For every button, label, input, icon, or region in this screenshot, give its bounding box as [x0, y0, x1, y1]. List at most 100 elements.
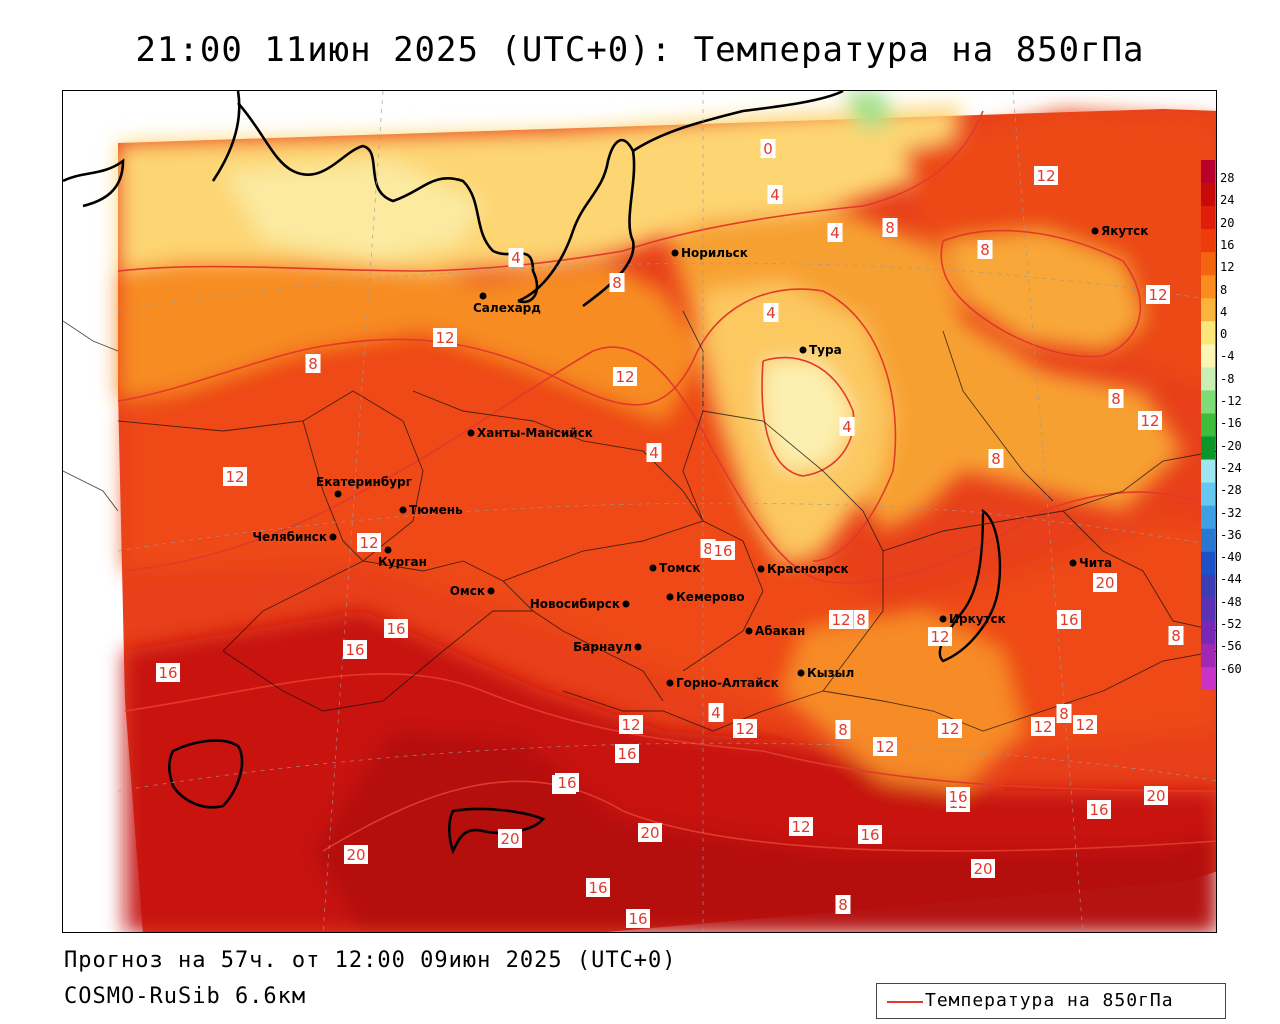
isotherm-label: 12 — [829, 610, 853, 629]
color-scale-segment — [1201, 666, 1215, 690]
isotherm-label-text: 12 — [225, 468, 244, 486]
color-scale-tick-label: -8 — [1220, 371, 1235, 386]
isotherm-label-bg — [733, 719, 757, 738]
isotherm-label-text: 20 — [973, 860, 992, 878]
isotherm-label: 8 — [835, 720, 851, 739]
isotherm-label: 16 — [1087, 800, 1111, 819]
isotherm-label-bg — [1168, 626, 1184, 645]
color-scale-tick-label: 12 — [1220, 260, 1235, 275]
isotherm-label-text: 12 — [930, 628, 949, 646]
isotherm-label-text: 12 — [940, 720, 959, 738]
isotherm-label-text: 12 — [831, 611, 850, 629]
city-marker — [666, 593, 674, 601]
isotherm-label-bg — [1093, 573, 1117, 592]
city-label: Кемерово — [676, 590, 745, 604]
city-label: Тюмень — [409, 503, 463, 517]
border — [117, 390, 424, 652]
isotherm-label-bg — [1056, 704, 1072, 723]
isotherm-label-text: 8 — [838, 721, 848, 739]
isotherm-label-bg — [988, 449, 1004, 468]
border — [502, 520, 764, 672]
isotherm-label-text: 8 — [308, 355, 318, 373]
isotherm-label: 20 — [638, 823, 662, 842]
isotherm-label: 20 — [971, 859, 995, 878]
city-marker — [622, 600, 630, 608]
isotherm-label-bg — [1031, 717, 1055, 736]
city-marker — [649, 564, 657, 572]
balkhash-lake — [447, 807, 546, 855]
city-marker — [399, 506, 407, 514]
isotherm-label-text: 20 — [1146, 787, 1165, 805]
isotherm-label-text: 12 — [1075, 716, 1094, 734]
lat-line — [117, 502, 1216, 552]
isotherm-label: 12 — [357, 533, 381, 552]
isotherm-label-bg — [829, 610, 853, 629]
color-scale-tick-label: -48 — [1220, 594, 1242, 609]
isotherm-label-text: 8 — [856, 611, 866, 629]
isotherm-label: 8 — [835, 895, 851, 914]
isotherm-label: 16 — [626, 909, 650, 928]
isotherm-label: 16 — [343, 640, 367, 659]
isotherm-label-bg — [853, 610, 869, 629]
color-scale-segment — [1201, 482, 1215, 507]
isotherm-label-text: 4 — [766, 304, 776, 322]
isotherm-label-bg — [789, 817, 813, 836]
isotherm-line — [940, 229, 1142, 358]
isotherm-label: 16 — [555, 773, 579, 792]
border — [63, 320, 119, 352]
color-scale-tick-label: 8 — [1220, 282, 1228, 297]
isotherm-label-bg — [609, 273, 625, 292]
isotherm-label-bg — [1138, 411, 1162, 430]
isotherm-label-text: 16 — [345, 641, 364, 659]
isotherm-label: 20 — [1093, 573, 1117, 592]
isotherm-label-bg — [586, 878, 610, 897]
isotherm-label-bg — [1087, 800, 1111, 819]
isotherm-label-text: 4 — [649, 444, 659, 462]
city-label: Норильск — [681, 246, 748, 260]
isotherm-label-text: 16 — [617, 745, 636, 763]
color-scale-segment — [1201, 597, 1215, 622]
isotherm-label-bg — [835, 895, 851, 914]
city-marker — [745, 627, 753, 635]
city-marker — [939, 615, 947, 623]
isotherm-label-bg — [555, 773, 579, 792]
isotherm-label-bg — [708, 703, 724, 722]
isotherm-label-bg — [977, 240, 993, 259]
color-scale-tick-label: -16 — [1220, 416, 1242, 431]
color-scale-tick-label: 0 — [1220, 327, 1228, 342]
color-scale-segment — [1201, 620, 1215, 645]
graticule — [117, 91, 1216, 932]
isotherm-label-bg — [498, 829, 522, 848]
isotherm-label-text: 8 — [1171, 627, 1181, 645]
isotherm-line — [117, 110, 984, 272]
isotherm-label-text: 16 — [1059, 611, 1078, 629]
isotherm-label: 16 — [586, 878, 610, 897]
lon-line — [1012, 91, 1084, 932]
isotherm-label: 4 — [839, 417, 855, 436]
isotherm-label-bg — [946, 787, 970, 806]
taimyr-coast — [632, 91, 844, 153]
isotherm-label: 4 — [508, 248, 524, 267]
baikal — [938, 508, 1002, 663]
color-scale-segment — [1201, 344, 1215, 368]
temperature-map: 0444888121212441281248128812161616168121… — [63, 91, 1216, 932]
isotherm-label-text: 4 — [842, 418, 852, 436]
isotherm-label-bg — [938, 719, 962, 738]
color-scale-tick-label: -24 — [1220, 460, 1242, 475]
city-marker — [384, 546, 392, 554]
isotherm-label-bg — [156, 663, 180, 682]
isotherm-label-bg — [827, 223, 843, 242]
isotherm-label: 16 — [858, 825, 882, 844]
isotherm-label: 12 — [1073, 715, 1097, 734]
color-scale-bar — [1201, 160, 1215, 690]
zone-hot-core — [313, 731, 1216, 932]
isotherm-label: 12 — [619, 715, 643, 734]
admin-borders — [63, 310, 1216, 732]
isotherm-label-text: 12 — [791, 818, 810, 836]
color-scale-segment — [1201, 643, 1215, 668]
color-scale-tick-label: -4 — [1220, 349, 1235, 364]
isotherm-label-bg — [1108, 389, 1124, 408]
border — [822, 650, 1216, 732]
isotherm-line — [322, 780, 1216, 852]
isotherm-label: 4 — [767, 185, 783, 204]
